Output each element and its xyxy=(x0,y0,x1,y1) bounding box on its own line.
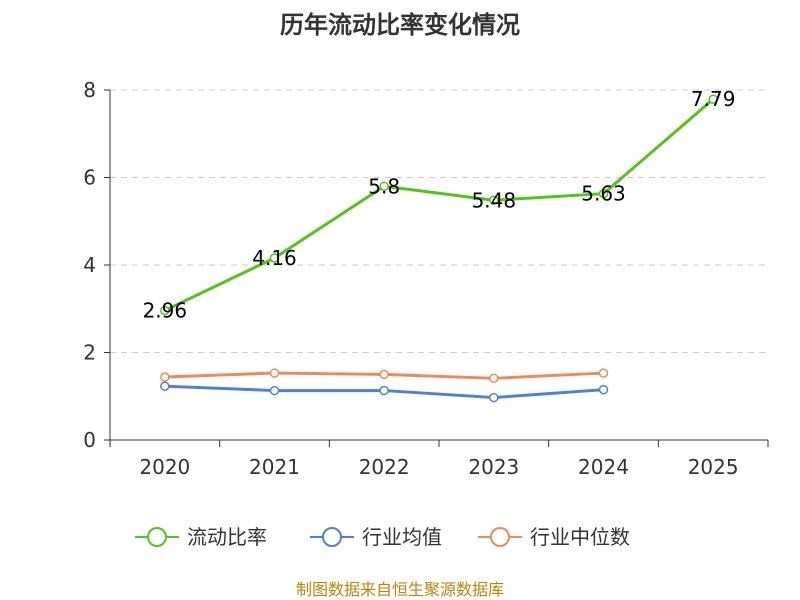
y-tick-label: 6 xyxy=(83,166,96,190)
x-tick-label: 2021 xyxy=(249,455,300,479)
legend-item-0[interactable]: 流动比率 xyxy=(135,525,267,549)
chart-title: 历年流动比率变化情况 xyxy=(280,11,520,39)
x-tick-label: 2020 xyxy=(139,455,190,479)
data-label: 5.63 xyxy=(581,182,626,206)
series-2 xyxy=(160,368,609,384)
legend[interactable]: 流动比率 行业均值 行业中位数 xyxy=(135,525,630,549)
data-point[interactable] xyxy=(379,369,389,380)
legend-marker-icon xyxy=(147,527,167,547)
data-point[interactable] xyxy=(379,181,389,191)
data-label: 2.96 xyxy=(143,299,188,323)
data-point[interactable] xyxy=(489,392,499,403)
y-tick-label: 2 xyxy=(83,341,96,365)
series-1 xyxy=(160,381,609,403)
series xyxy=(160,94,718,403)
data-label: 7.79 xyxy=(691,87,736,111)
data-point[interactable] xyxy=(160,381,170,391)
data-point[interactable] xyxy=(708,94,718,104)
data-point[interactable] xyxy=(598,188,609,199)
axes: 0 2 4 6 8 2020 2021 2022 2023 2024 2025 xyxy=(83,78,769,479)
y-tick-label: 0 xyxy=(83,428,96,452)
legend-marker-icon xyxy=(322,527,342,547)
data-point[interactable] xyxy=(489,373,499,384)
data-label: 5.48 xyxy=(472,188,517,212)
x-tick-label: 2025 xyxy=(688,455,739,479)
source-note: 制图数据来自恒生聚源数据库 xyxy=(296,580,504,599)
data-label: 4.16 xyxy=(252,246,297,270)
data-point[interactable] xyxy=(269,385,280,396)
grid xyxy=(110,89,768,353)
legend-marker-icon xyxy=(490,527,510,547)
legend-label: 行业中位数 xyxy=(530,525,630,549)
x-tick-label: 2022 xyxy=(359,455,410,479)
legend-label: 流动比率 xyxy=(187,525,267,549)
legend-item-1[interactable]: 行业均值 xyxy=(310,525,442,549)
data-point[interactable] xyxy=(160,305,170,316)
data-point[interactable] xyxy=(269,253,280,263)
y-tick-label: 4 xyxy=(83,253,96,277)
data-point[interactable] xyxy=(489,195,499,205)
data-point[interactable] xyxy=(160,372,170,382)
data-point[interactable] xyxy=(598,384,609,395)
series-line xyxy=(164,98,715,312)
legend-label: 行业均值 xyxy=(362,525,442,549)
x-tick-label: 2023 xyxy=(468,455,519,479)
data-point[interactable] xyxy=(379,385,389,396)
data-point[interactable] xyxy=(269,368,280,378)
x-tick-label: 2024 xyxy=(578,455,629,479)
data-label: 5.8 xyxy=(368,174,400,198)
data-labels: 2.96 4.16 5.8 5.48 5.63 7.79 xyxy=(143,87,736,322)
series-0 xyxy=(160,94,718,316)
data-point[interactable] xyxy=(598,368,609,378)
legend-item-2[interactable]: 行业中位数 xyxy=(478,525,630,549)
y-tick-label: 8 xyxy=(83,78,96,102)
